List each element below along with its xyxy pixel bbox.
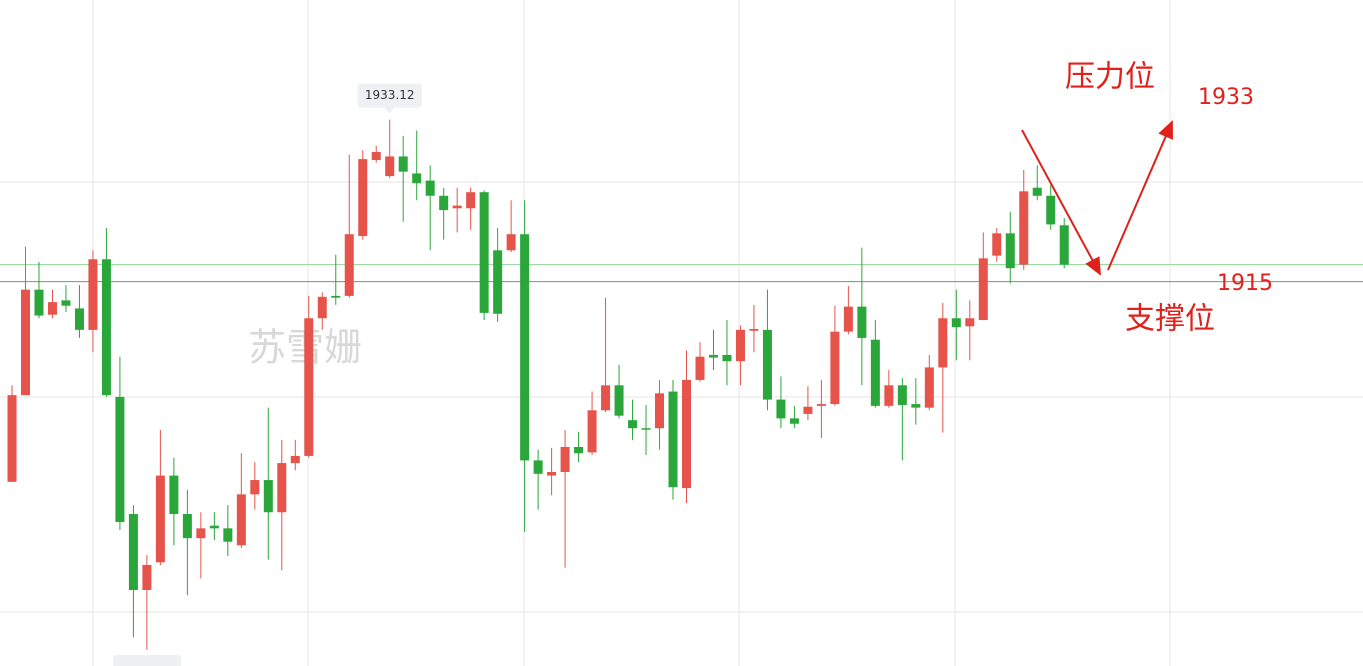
resistance-label: 压力位 xyxy=(1065,60,1155,95)
candle-body xyxy=(951,318,961,328)
candle-body xyxy=(304,318,314,456)
candle-body xyxy=(978,258,988,321)
candle-body xyxy=(655,393,665,429)
candle-body xyxy=(574,446,584,454)
candle-body xyxy=(263,480,273,513)
candle-body xyxy=(1046,195,1056,225)
up-arrow xyxy=(1107,120,1173,271)
candle-body xyxy=(938,318,948,368)
price-tooltip: 1933.12 xyxy=(357,83,422,114)
annotations: 压力位 1933 1915 支撑位 xyxy=(1021,60,1273,337)
candle-body xyxy=(101,259,111,396)
candle-body xyxy=(425,180,435,196)
candle-body xyxy=(911,404,921,408)
candle-body xyxy=(7,395,17,482)
candle-body xyxy=(412,173,422,184)
candle-body xyxy=(965,318,975,327)
candle-body xyxy=(708,354,718,358)
candle-body xyxy=(547,472,557,476)
candle-body xyxy=(560,446,570,473)
candle-body xyxy=(209,525,219,529)
x-tooltip xyxy=(113,655,181,666)
candle-body xyxy=(155,475,165,563)
candle-body xyxy=(897,385,907,405)
candle-body xyxy=(169,475,179,515)
candle-body xyxy=(533,460,543,474)
candle-body xyxy=(142,564,152,591)
candle-body xyxy=(1005,233,1015,269)
candle-body xyxy=(641,428,651,430)
price-lines xyxy=(0,264,1363,283)
candle-body xyxy=(88,259,98,330)
candle-body xyxy=(398,156,408,172)
candle-body xyxy=(843,306,853,332)
candle-body xyxy=(520,234,530,461)
candle-body xyxy=(735,329,745,362)
candle-body xyxy=(331,295,341,298)
candle-body xyxy=(128,514,138,591)
tooltip-box xyxy=(357,83,422,108)
candle-body xyxy=(628,420,638,429)
candle-body xyxy=(992,233,1002,256)
candle-body xyxy=(587,410,597,453)
candle-body xyxy=(1032,187,1042,196)
candle-body xyxy=(34,289,44,316)
candle-body xyxy=(870,339,880,406)
support-value: 1915 xyxy=(1217,271,1273,296)
down-arrow xyxy=(1021,129,1101,276)
candle-body xyxy=(344,234,354,296)
candle-body xyxy=(466,192,476,209)
resistance-value: 1933 xyxy=(1198,85,1254,110)
candle-body xyxy=(479,192,489,313)
candle-body xyxy=(277,463,287,513)
candle-body xyxy=(884,385,894,406)
candle-body xyxy=(1059,225,1069,265)
candle-body xyxy=(115,396,125,523)
support-label: 支撑位 xyxy=(1125,302,1215,337)
candle-body xyxy=(452,205,462,209)
candle-body xyxy=(924,367,934,408)
candle-body xyxy=(182,514,192,539)
candle-body xyxy=(506,234,516,251)
candle-body xyxy=(317,296,327,319)
candle-body xyxy=(371,151,381,161)
candle-body xyxy=(668,391,678,488)
candle-body xyxy=(749,328,759,331)
candle-body xyxy=(857,306,867,338)
candle-body xyxy=(830,331,840,405)
candle-body xyxy=(385,156,395,177)
candle-body xyxy=(74,308,84,330)
candle-body xyxy=(61,300,71,306)
candle-body xyxy=(250,480,260,495)
candle-body xyxy=(789,418,799,424)
candle-body xyxy=(439,195,449,211)
candles xyxy=(7,119,1069,650)
candle-body xyxy=(682,379,691,489)
tooltip-text: 1933.12 xyxy=(365,88,415,102)
candle-body xyxy=(803,406,813,414)
candle-body xyxy=(601,385,611,411)
candle-body xyxy=(196,528,206,539)
candle-body xyxy=(223,528,233,542)
candle-body xyxy=(290,455,300,464)
candle-body xyxy=(358,159,368,237)
candle-body xyxy=(20,289,30,396)
candle-body xyxy=(614,385,624,416)
tooltip-pointer xyxy=(384,107,395,114)
candle-body xyxy=(776,399,786,419)
candle-body xyxy=(695,356,705,380)
candle-body xyxy=(47,302,57,315)
candle-body xyxy=(236,494,246,546)
candle-body xyxy=(816,404,826,406)
candle-body xyxy=(722,354,732,362)
candle-body xyxy=(1019,191,1029,265)
candle-body xyxy=(493,250,503,314)
candle-body xyxy=(762,329,772,400)
